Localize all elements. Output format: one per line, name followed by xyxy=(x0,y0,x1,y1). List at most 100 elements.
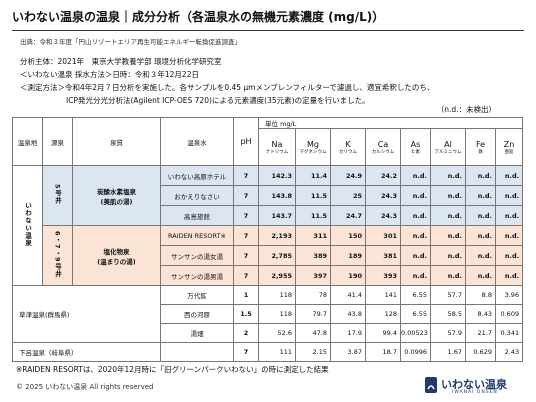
value: 150 xyxy=(330,225,366,246)
element-name: ヒ素 xyxy=(411,149,420,155)
divider xyxy=(12,30,524,31)
value: 47.8 xyxy=(295,323,331,343)
logo-icon xyxy=(425,377,437,393)
element-symbol: Ca xyxy=(377,139,389,149)
value: n.d. xyxy=(494,265,524,286)
element-name: ナトリウム xyxy=(265,149,289,155)
value: 0.609 xyxy=(494,304,524,324)
water-name: RAIDEN RESORT※ xyxy=(160,225,234,246)
value: n.d. xyxy=(465,225,496,246)
source: 出典：令和３年度「円山リゾートエリア再生可能エネルギー転換促進調査」 xyxy=(20,38,241,46)
intro-line: ＜いわない温泉 採水方法＞日時：令和３年12月22日 xyxy=(20,70,199,79)
unit: 単位 mg/L xyxy=(257,117,524,129)
quality-line: 炭酸水素塩泉 xyxy=(97,187,136,196)
value: n.d. xyxy=(400,185,431,206)
ph: 2 xyxy=(233,323,259,343)
value: 2.43 xyxy=(494,342,524,362)
value: n.d. xyxy=(430,165,466,186)
copyright: © 2025 いわない温泉 All rights reserved xyxy=(16,383,154,391)
table-row: 西の河原 1.5 118 79.7 43.8 128 6.55 58.5 8.43 0.609 xyxy=(13,304,524,324)
value: 397 xyxy=(295,265,331,286)
value: 311 xyxy=(295,225,331,246)
value: n.d. xyxy=(494,225,524,246)
water-name: おかえりなさい xyxy=(160,185,234,206)
value: 2,955 xyxy=(258,265,296,286)
value: n.d. xyxy=(400,205,431,226)
value: 3.87 xyxy=(330,342,366,362)
col-header: 泉質 xyxy=(72,117,161,166)
value: n.d. xyxy=(430,205,466,226)
spa-name: 下呂温泉（岐阜県） xyxy=(12,342,161,362)
water-name: サンサンの湯女湯 xyxy=(160,245,234,266)
value: n.d. xyxy=(430,265,466,286)
value: 8.8 xyxy=(465,285,496,305)
value: 17.9 xyxy=(330,323,366,343)
ph: 7 xyxy=(233,342,259,362)
spa-text: いわない温泉 xyxy=(23,202,32,247)
value: n.d. xyxy=(400,265,431,286)
value: 79.7 xyxy=(295,304,331,324)
value: n.d. xyxy=(465,165,496,186)
value: 189 xyxy=(330,245,366,266)
value: n.d. xyxy=(494,205,524,226)
value: 41.4 xyxy=(330,285,366,305)
table-row: いわない温泉 5号井 炭酸水素塩泉 (美肌の湯) いわない高原ホテル 7 142.3 11.4… xyxy=(12,165,524,286)
quality-line: (温まりの湯) xyxy=(97,257,136,266)
value: 0.629 xyxy=(465,342,496,362)
ph: 7 xyxy=(233,265,259,286)
table-row: 下呂温泉（岐阜県） 7 111 2.15 3.87 18.7 0.0996 1.67 0.629… xyxy=(12,342,524,362)
value: 57.7 xyxy=(430,285,466,305)
source-text: 6・7・9号井 xyxy=(53,231,62,278)
col-header: 温泉水 xyxy=(160,117,234,166)
value: 8.43 xyxy=(465,304,496,324)
value: 301 xyxy=(365,225,401,246)
quality-line: 塩化物泉 xyxy=(103,247,130,256)
ph: 7 xyxy=(233,205,259,226)
ph: 7 xyxy=(233,225,259,246)
element-symbol: Al xyxy=(444,139,452,149)
value: 11.5 xyxy=(295,205,331,226)
quality: 炭酸水素塩泉 (美肌の湯) xyxy=(72,165,161,226)
spa-name: 草津温泉(群馬県) xyxy=(12,285,161,343)
value: n.d. xyxy=(400,165,431,186)
logo-sub: IWANAI ONSEN xyxy=(452,390,498,395)
value: 143.7 xyxy=(258,205,296,226)
value: n.d. xyxy=(430,225,466,246)
value: 1.67 xyxy=(430,342,466,362)
value: 21.7 xyxy=(465,323,496,343)
logo: いわない温泉 xyxy=(441,378,507,391)
intro-line: 分析主体：2021年 東京大学教養学部 環境分析化学研究室 xyxy=(20,57,222,66)
value: 18.7 xyxy=(365,342,401,362)
water-name: サンサンの湯男湯 xyxy=(160,265,234,286)
water-name: いわない高原ホテル xyxy=(160,165,234,186)
value: n.d. xyxy=(400,225,431,246)
element-symbol: Na xyxy=(271,139,283,149)
value: n.d. xyxy=(465,265,496,286)
element-name: マグネシウム xyxy=(299,149,327,155)
element-header: Fe 鉄 xyxy=(465,128,496,166)
intro-line: ＜測定方法＞令和4年2月７日分析を実施した。各サンプルを0.45 μmメンブレン… xyxy=(20,83,435,92)
analysis-table: 温泉地 源泉 泉質 温泉水 pH 単位 mg/L Na ナトリウム Mg マグネシウム K カリウム… xyxy=(12,117,524,362)
value: 0.0996 xyxy=(400,342,431,362)
table-row: 草津温泉(群馬県) 万代鉱 1 118 78 41.4 141 6.55 57.7 8.8 3.96 xyxy=(12,285,524,343)
water-name xyxy=(160,342,234,362)
value: n.d. xyxy=(465,245,496,266)
value: 3.96 xyxy=(494,285,524,305)
ph: 7 xyxy=(233,245,259,266)
element-name: 亜鉛 xyxy=(504,149,514,155)
value: 52.6 xyxy=(258,323,296,343)
value: n.d. xyxy=(494,245,524,266)
value: 118 xyxy=(258,304,296,324)
value: 393 xyxy=(365,265,401,286)
ph: 1 xyxy=(233,285,259,305)
value: n.d. xyxy=(465,185,496,206)
element-header: Na ナトリウム xyxy=(258,128,296,166)
value: 389 xyxy=(295,245,331,266)
water-name: 万代鉱 xyxy=(160,285,234,305)
quality: 塩化物泉 (温まりの湯) xyxy=(72,225,161,286)
col-header: 源泉 xyxy=(42,117,73,166)
water-name: 湯畑 xyxy=(160,323,234,343)
value: 143.8 xyxy=(258,185,296,206)
value: 57.9 xyxy=(430,323,466,343)
value: 6.55 xyxy=(400,285,431,305)
